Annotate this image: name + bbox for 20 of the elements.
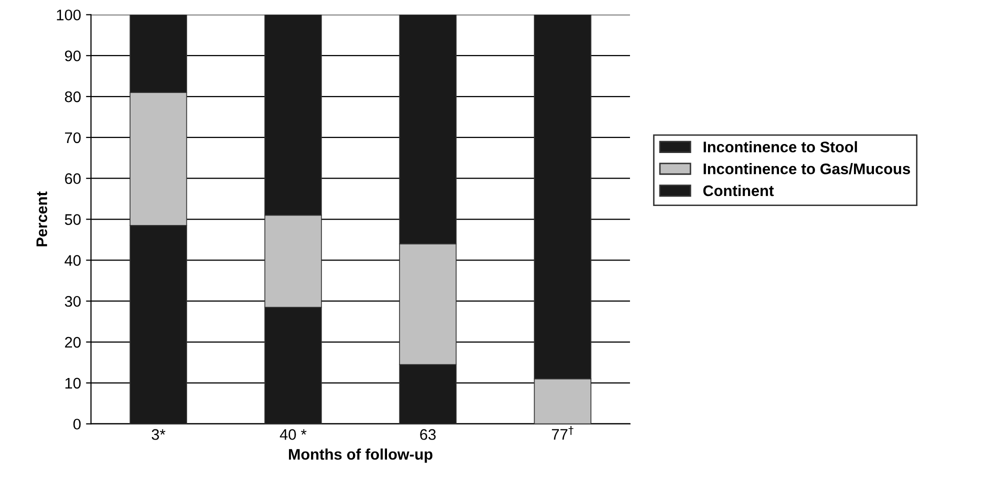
legend-label: Incontinence to Stool	[704, 141, 857, 152]
y-tick-label: 10	[65, 378, 81, 389]
x-tick-label: 77$^{†}$	[552, 426, 574, 440]
y-tick-label: 40	[64, 255, 81, 266]
y-tick-label: 70	[65, 132, 81, 144]
y-axis-title: Percent	[36, 191, 48, 246]
y-tick-label: 60	[65, 173, 81, 184]
y-tick-label: 20	[65, 336, 81, 348]
y-tick-label: 90	[64, 50, 81, 62]
x-tick-label: 3*	[152, 429, 166, 440]
x-axis-title: Months of follow-up	[288, 448, 432, 463]
legend-label: Continent	[703, 184, 774, 196]
y-tick-label: 80	[64, 91, 81, 102]
x-tick-label: 40 *	[280, 429, 306, 440]
legend-label: Incontinence to Gas/Mucous	[704, 163, 910, 174]
y-tick-label: 100	[56, 10, 81, 20]
y-tick-label: 0	[73, 418, 81, 430]
y-tick-label: 50	[64, 214, 81, 225]
y-tick-label: 30	[64, 296, 81, 307]
x-tick-label: 63	[420, 429, 436, 440]
